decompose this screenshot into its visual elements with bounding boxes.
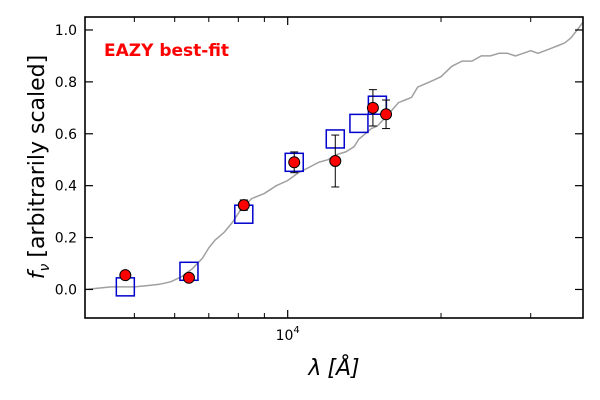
observed-flux-point [329,155,342,168]
y-axis-label: fν [arbitrarily scaled] [25,55,53,279]
template-flux-square [349,113,369,134]
y-tick-label: 0.2 [55,231,77,247]
y-tick-label: 0.8 [55,75,77,91]
observed-flux-point [237,199,250,212]
observed-flux-point [182,271,195,284]
x-tick-label-base: 10 [276,328,294,344]
x-axis-label: λ [Å] [307,354,359,381]
y-tick-label: 0.6 [55,127,77,143]
x-tick-label-exponent: 4 [293,325,299,336]
observed-flux-point [380,108,393,121]
y-axis-label-symbol: f [25,268,50,279]
x-tick-label: 104 [276,325,300,344]
observed-flux-point [288,156,301,169]
legend-annotation: EAZY best-fit [104,41,229,61]
plot-layer [84,21,584,297]
y-tick-label: 1.0 [55,23,77,39]
y-tick-label: 0.0 [55,282,77,298]
sed-template-line [84,21,584,291]
x-axis-label-symbol: λ [307,356,321,381]
y-axis-label-subscript: ν [37,263,53,271]
y-axis-label-text: [arbitrarily scaled] [25,55,50,258]
ticks-layer: 0.0 0.2 0.4 0.6 0.8 1.0 104 [55,17,583,344]
plot-frame [84,16,584,319]
y-tick-label: 0.4 [55,179,77,195]
x-axis-label-units: [Å] [327,354,359,381]
observed-flux-point [119,269,132,282]
observed-flux-point [366,101,379,114]
